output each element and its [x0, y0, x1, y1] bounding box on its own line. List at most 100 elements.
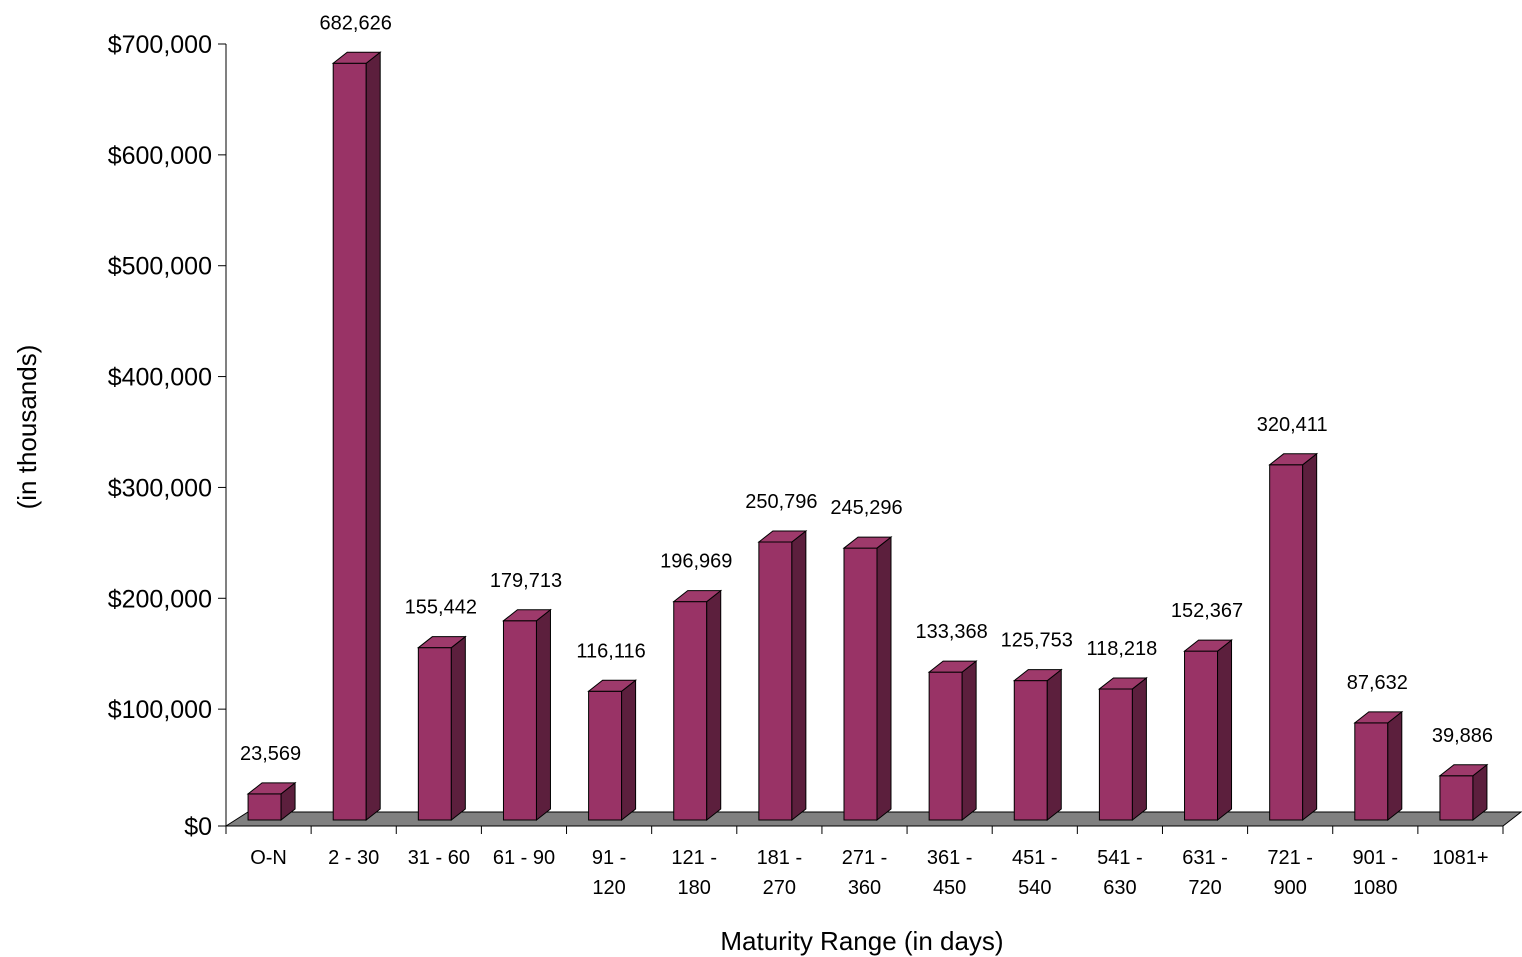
x-axis: O-N 2 - 30 31 - 60 61 - 90 91 -120 121 -180 18…	[225, 825, 1504, 899]
x-tick-label: 181 -270	[757, 847, 803, 899]
bar-front	[843, 547, 878, 821]
bar-front	[1013, 680, 1048, 821]
bar-top	[672, 590, 723, 603]
bar	[246, 781, 297, 822]
bar-front	[417, 647, 452, 821]
data-label: 682,626	[320, 12, 392, 34]
bar	[842, 536, 893, 822]
bar-side	[706, 589, 722, 822]
bar-front	[673, 601, 708, 821]
bar-top	[1183, 639, 1233, 652]
y-tick-label: $300,000	[108, 474, 212, 502]
bar-top	[757, 530, 808, 543]
bar	[1353, 710, 1404, 822]
x-tick-label: 31 - 60	[408, 847, 470, 869]
x-tick-label: 1081+	[1432, 847, 1488, 869]
bar-side	[961, 660, 977, 822]
bar-front	[502, 620, 537, 821]
y-tick-label: $700,000	[108, 31, 212, 59]
y-tick-label: $100,000	[108, 696, 212, 724]
x-tick-label: O-N	[250, 847, 287, 869]
y-tick-label: $600,000	[108, 142, 212, 170]
bar	[416, 635, 467, 822]
x-tick-label: 61 - 90	[493, 847, 555, 869]
bar-side	[1131, 676, 1147, 822]
x-tick-label: 901 -1080	[1353, 847, 1399, 899]
data-label: 320,411	[1257, 414, 1328, 436]
bar-top	[416, 636, 467, 649]
y-tick-label: $400,000	[108, 364, 212, 392]
bar	[672, 589, 723, 822]
y-tick-label: $0	[184, 813, 212, 841]
bars	[246, 51, 1489, 822]
bar-top	[842, 536, 893, 549]
data-label: 118,218	[1086, 638, 1157, 660]
bar	[587, 679, 638, 822]
bar	[1438, 763, 1489, 822]
x-tick-label: 631 -720	[1182, 847, 1228, 899]
data-label: 152,367	[1171, 600, 1243, 622]
data-label: 245,296	[830, 497, 902, 519]
bar-side	[365, 51, 381, 822]
bar-side	[621, 679, 637, 822]
bar-side	[876, 536, 892, 822]
data-label: 116,116	[576, 640, 645, 662]
data-labels: 23,569 682,626 155,442 179,713 116,116 196,96…	[240, 12, 1493, 765]
bar	[1183, 639, 1233, 822]
bar-front	[1354, 722, 1389, 821]
y-axis-title: (in thousands)	[12, 345, 42, 510]
x-tick-label: 2 - 30	[328, 847, 379, 869]
data-label: 155,442	[405, 597, 477, 619]
data-label: 87,632	[1347, 672, 1408, 694]
bar-top	[1353, 711, 1404, 724]
x-tick-label: 271 -360	[842, 847, 888, 899]
x-tick-label: 91 -120	[592, 847, 626, 899]
bar	[331, 51, 382, 822]
bar-top	[1012, 669, 1063, 682]
x-tick-label: 451 -540	[1012, 847, 1058, 899]
bar-side	[1387, 710, 1403, 822]
data-label: 125,753	[1001, 630, 1073, 652]
bar	[1012, 668, 1063, 822]
x-tick-label: 721 -900	[1267, 847, 1313, 899]
bar-top	[331, 51, 382, 64]
x-axis-title: Maturity Range (in days)	[720, 926, 1003, 956]
bar-front	[758, 541, 793, 821]
bar-side	[1217, 639, 1233, 822]
bar-side	[1302, 452, 1318, 822]
data-label: 23,569	[240, 743, 301, 765]
data-label: 179,713	[490, 570, 562, 592]
bar-front	[588, 690, 623, 821]
bar	[1268, 452, 1319, 822]
x-tick-label: 361 -450	[927, 847, 973, 899]
bar-side	[791, 529, 807, 822]
bar-front	[332, 62, 367, 821]
bar-top	[1438, 764, 1489, 777]
data-label: 133,368	[915, 621, 987, 643]
bar-side	[535, 608, 551, 822]
bar-top	[1097, 677, 1148, 690]
bar-top	[927, 660, 978, 673]
data-label: 196,969	[660, 551, 732, 573]
bar-top	[502, 609, 552, 622]
x-tick-label: 121 -180	[671, 847, 717, 899]
bar-top	[246, 782, 297, 795]
bar-front	[1439, 775, 1474, 821]
bar	[927, 660, 978, 822]
bar-front	[1184, 650, 1219, 821]
bar-top	[587, 679, 638, 692]
bar-side	[1046, 668, 1062, 822]
y-axis: $0 $100,000 $200,000 $300,000 $400,000 $500,0…	[108, 31, 227, 841]
bar-front	[1098, 688, 1133, 821]
bar-side	[450, 635, 466, 822]
bar-front	[1269, 464, 1304, 821]
bar	[502, 608, 552, 822]
bar	[757, 529, 808, 822]
data-label: 250,796	[745, 491, 817, 513]
bar-top	[1268, 453, 1319, 466]
y-tick-label: $500,000	[108, 253, 212, 281]
y-tick-label: $200,000	[108, 585, 212, 613]
bar-front	[928, 671, 963, 821]
x-tick-label: 541 -630	[1097, 847, 1143, 899]
